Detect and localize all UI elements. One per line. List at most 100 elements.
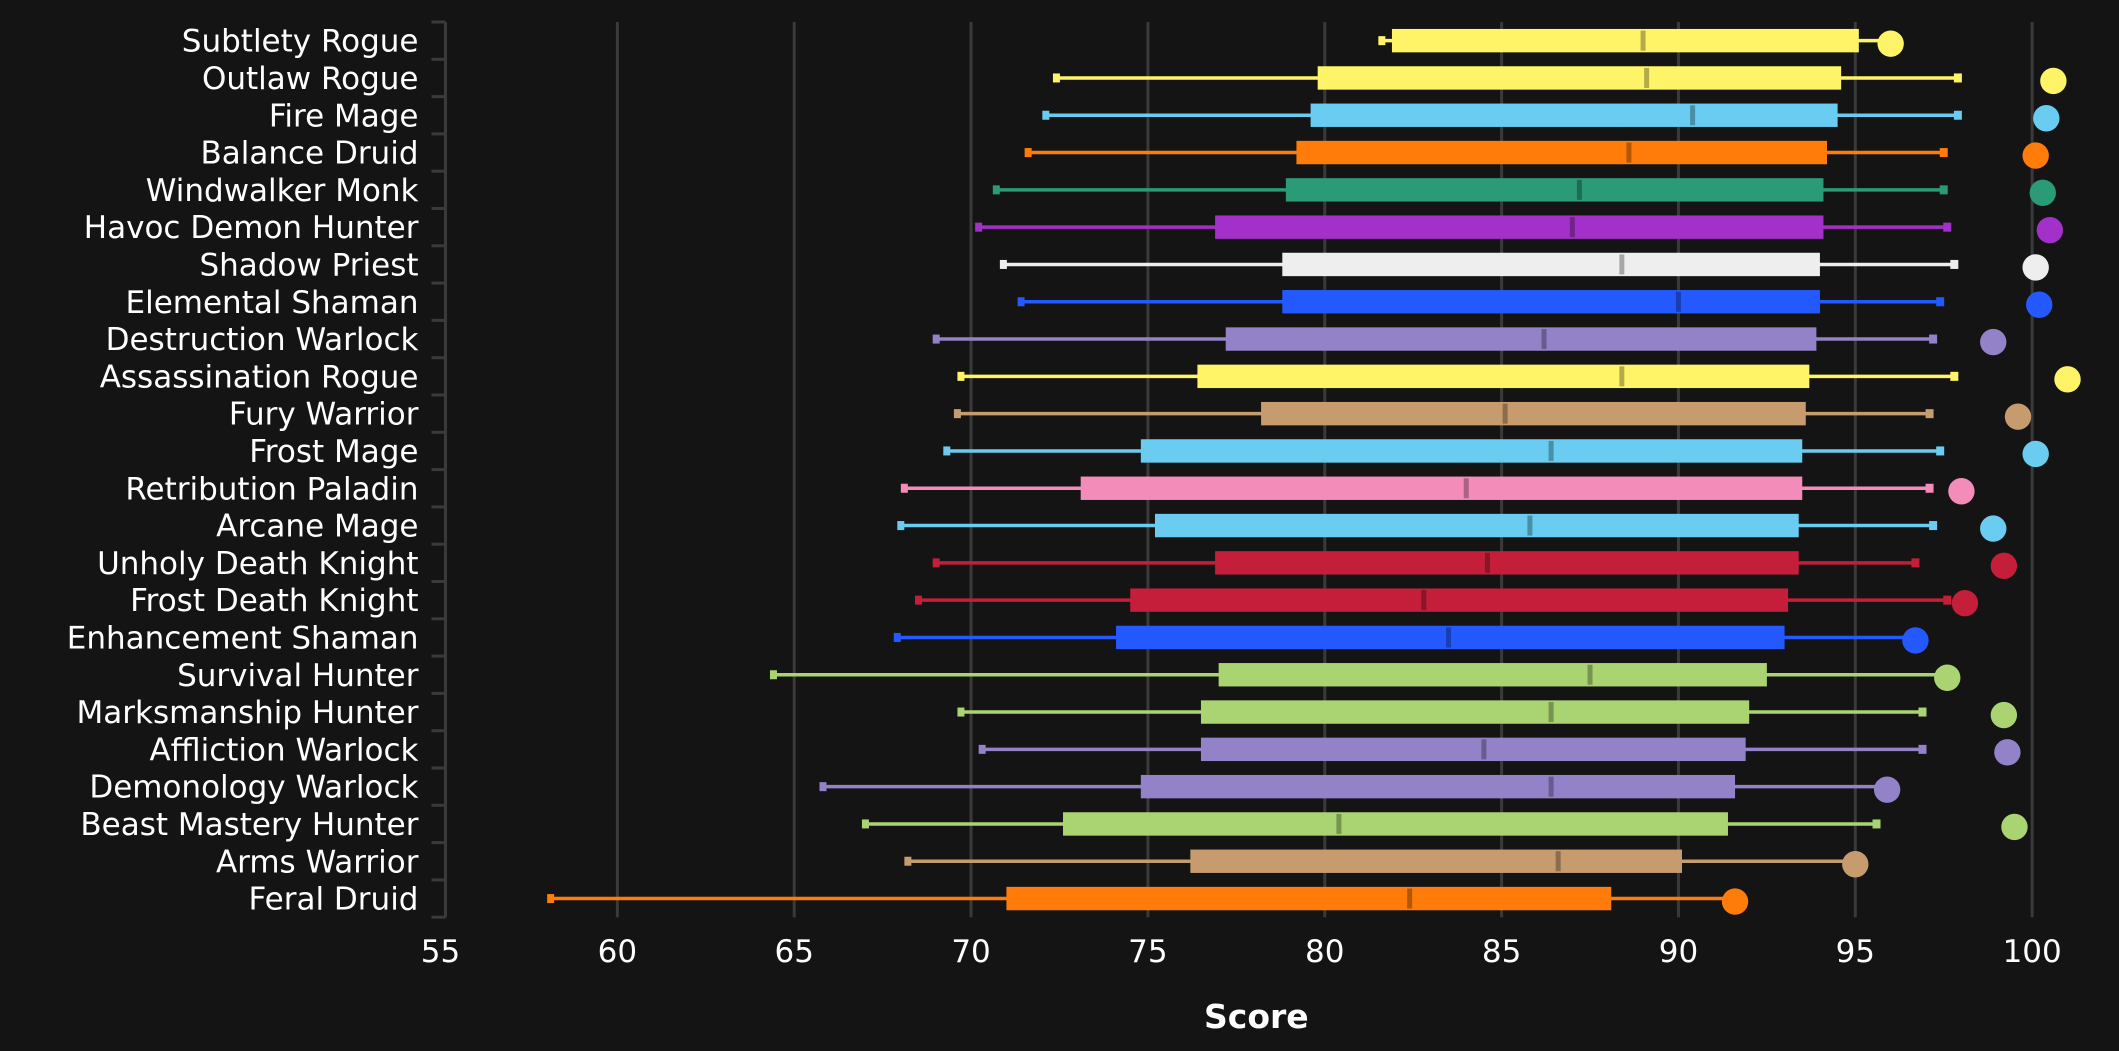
- category-label: Assassination Rogue: [100, 359, 419, 395]
- x-axis-tick-labels: 55 60 65 70 75 80 85 90 95 100: [421, 934, 2062, 970]
- x-tick-label: 65: [774, 934, 813, 970]
- iqr-box: [1215, 215, 1824, 239]
- whisker-max-cap: [1936, 446, 1945, 456]
- whisker-max-cap: [1936, 297, 1945, 307]
- x-tick-label: 90: [1659, 934, 1698, 970]
- whisker-min-cap: [932, 558, 940, 568]
- category-label: Affliction Warlock: [149, 732, 418, 768]
- box-row: Frost Death Knight: [130, 583, 1979, 619]
- category-label: Frost Mage: [249, 434, 418, 470]
- iqr-box: [1063, 812, 1728, 836]
- iqr-box: [1080, 476, 1803, 500]
- whisker-min-cap: [861, 819, 869, 829]
- median-marker: [1481, 739, 1487, 760]
- box-row: Elemental Shaman: [126, 285, 2053, 321]
- median-marker: [1446, 627, 1452, 648]
- box-row: Destruction Warlock: [106, 322, 2007, 358]
- whisker-max-cap: [1929, 334, 1938, 344]
- top-score-dot: [2054, 366, 2081, 393]
- x-tick-label: 95: [1836, 934, 1875, 970]
- whisker-min-cap: [975, 222, 983, 232]
- top-score-dot: [1934, 664, 1961, 691]
- whisker-min-cap: [1052, 73, 1060, 83]
- median-marker: [1421, 590, 1427, 611]
- whisker-min-cap: [943, 446, 951, 456]
- whisker-max-cap: [1872, 819, 1881, 829]
- whisker-max-cap: [1925, 409, 1934, 419]
- median-marker: [1484, 552, 1490, 573]
- box-row: Fury Warrior: [229, 397, 2032, 433]
- category-label: Unholy Death Knight: [97, 546, 418, 582]
- top-score-dot: [2001, 813, 2028, 841]
- box-row: Retribution Paladin: [125, 471, 1975, 507]
- whisker-min-cap: [897, 521, 905, 531]
- whisker-min-cap: [992, 185, 1000, 195]
- whisker-min-cap: [932, 334, 940, 344]
- top-score-dot: [2022, 254, 2049, 281]
- iqr-box: [1200, 700, 1750, 724]
- top-score-dot: [1951, 589, 1979, 617]
- iqr-box: [1282, 252, 1820, 277]
- box-row: Havoc Demon Hunter: [84, 210, 2064, 246]
- whisker-max-cap: [1943, 595, 1952, 605]
- top-score-dot: [2040, 67, 2067, 95]
- whisker-max-cap: [1943, 222, 1952, 232]
- whisker-max-cap: [1953, 73, 1962, 83]
- whisker-min-cap: [999, 259, 1007, 269]
- box-row: Outlaw Rogue: [202, 61, 2067, 97]
- whisker-max-cap: [1918, 707, 1927, 717]
- whisker-min-cap: [978, 744, 986, 754]
- iqr-box: [1154, 513, 1799, 538]
- top-score-dot: [2026, 291, 2053, 318]
- whisker-max-cap: [1918, 744, 1927, 754]
- box-row: Arcane Mage: [216, 509, 2007, 545]
- whisker-max-cap: [1950, 259, 1959, 269]
- category-label: Fury Warrior: [229, 397, 419, 433]
- iqr-box: [1391, 28, 1859, 53]
- median-marker: [1619, 254, 1625, 275]
- whisker-min-cap: [1024, 148, 1032, 158]
- category-label: Fire Mage: [269, 98, 419, 134]
- box-row: Arms Warrior: [216, 844, 1869, 880]
- whisker-min-cap: [914, 595, 922, 605]
- x-tick-label: 80: [1305, 934, 1344, 970]
- whisker-min-cap: [904, 856, 912, 866]
- box-row: Demonology Warlock: [89, 770, 1901, 806]
- median-marker: [1587, 664, 1593, 685]
- category-label: Shadow Priest: [199, 247, 418, 283]
- box-row: Fire Mage: [269, 98, 2060, 134]
- category-label: Frost Death Knight: [130, 583, 418, 619]
- median-marker: [1463, 478, 1469, 499]
- top-score-dot: [2036, 216, 2064, 244]
- top-score-dot: [1873, 776, 1901, 803]
- top-score-dot: [2004, 403, 2032, 430]
- median-marker: [1548, 702, 1554, 723]
- x-axis-title: Score: [1204, 997, 1309, 1036]
- top-score-dot: [2029, 179, 2056, 207]
- iqr-box: [1310, 103, 1838, 127]
- median-marker: [1336, 813, 1342, 834]
- box-row: Beast Mastery Hunter: [80, 807, 2028, 843]
- top-score-dot: [1980, 515, 2007, 542]
- box-row: Frost Mage: [249, 434, 2049, 470]
- box-row: Feral Druid: [249, 882, 1749, 918]
- category-label: Demonology Warlock: [89, 770, 418, 806]
- median-marker: [1626, 142, 1632, 163]
- category-label: Beast Mastery Hunter: [80, 807, 418, 843]
- iqr-box: [1006, 886, 1612, 911]
- iqr-box: [1285, 178, 1824, 202]
- median-marker: [1644, 67, 1650, 88]
- top-score-dot: [1990, 701, 2018, 729]
- median-marker: [1675, 291, 1681, 312]
- iqr-box: [1197, 364, 1810, 389]
- box-row: Marksmanship Hunter: [77, 695, 2018, 731]
- whisker-max-cap: [1911, 558, 1920, 568]
- x-tick-label: 75: [1128, 934, 1167, 970]
- category-label: Balance Druid: [200, 136, 418, 172]
- box-row: Windwalker Monk: [146, 173, 2056, 209]
- iqr-box: [1200, 737, 1746, 762]
- x-tick-label: 85: [1482, 934, 1521, 970]
- x-tick-label: 70: [951, 934, 990, 970]
- median-marker: [1548, 440, 1554, 461]
